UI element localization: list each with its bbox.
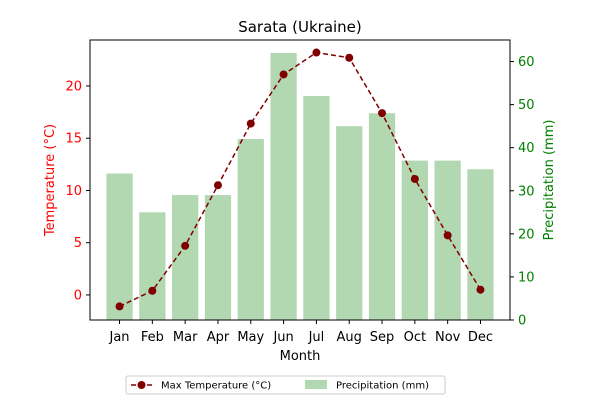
temperature-point-dec bbox=[476, 285, 485, 294]
precipitation-bar-oct bbox=[401, 160, 428, 320]
precipitation-bars bbox=[106, 52, 494, 321]
temperature-point-oct bbox=[410, 174, 419, 183]
left-tick-label: 15 bbox=[65, 132, 82, 147]
temperature-point-jun bbox=[279, 70, 288, 79]
precipitation-bar-may bbox=[237, 139, 264, 320]
plot-frame bbox=[89, 39, 511, 321]
precipitation-bar-dec bbox=[467, 169, 494, 320]
legend-label-temperature: Max Temperature (°C) bbox=[161, 381, 271, 392]
temperature-point-aug bbox=[345, 53, 354, 62]
right-tick-label: 10 bbox=[518, 270, 535, 285]
precipitation-bar-jul bbox=[303, 96, 330, 320]
x-tick-label: Aug bbox=[337, 330, 362, 345]
right-tick-label: 0 bbox=[518, 314, 526, 329]
x-tick-label: Feb bbox=[141, 330, 164, 345]
x-tick-label: Mar bbox=[173, 330, 198, 345]
temperature-point-may bbox=[246, 119, 255, 128]
x-tick-label: Sep bbox=[370, 330, 395, 345]
x-tick-label: Apr bbox=[207, 330, 230, 345]
temperature-line bbox=[119, 51, 482, 308]
legend: Max Temperature (°C) Precipitation (mm) bbox=[125, 375, 446, 395]
right-axis-ticks: 0 10 20 30 40 50 60 bbox=[510, 55, 535, 329]
x-tick-label: May bbox=[237, 330, 264, 345]
legend-line-marker bbox=[137, 381, 146, 389]
legend-box bbox=[125, 375, 446, 395]
left-axis-ticks: 0 5 10 15 20 bbox=[65, 79, 90, 303]
temperature-point-mar bbox=[181, 241, 190, 250]
precipitation-bar-feb bbox=[139, 212, 166, 320]
temperature-point-sep bbox=[378, 109, 387, 118]
left-axis-label: Temperature (°C) bbox=[43, 124, 58, 237]
right-tick-label: 50 bbox=[518, 98, 535, 113]
precipitation-bar-sep bbox=[368, 113, 396, 320]
chart-title: Sarata (Ukraine) bbox=[238, 18, 362, 36]
legend-label-precipitation: Precipitation (mm) bbox=[336, 381, 429, 392]
precipitation-bar-jun bbox=[270, 52, 297, 321]
right-axis-label: Precipitation (mm) bbox=[542, 120, 557, 241]
x-tick-label: Jul bbox=[308, 330, 325, 345]
precipitation-bar-nov bbox=[434, 160, 461, 320]
x-axis-label: Month bbox=[280, 349, 321, 364]
left-tick-label: 10 bbox=[65, 184, 82, 199]
x-tick-label: Nov bbox=[435, 330, 461, 345]
temperature-point-feb bbox=[148, 286, 157, 295]
right-tick-label: 60 bbox=[518, 55, 535, 70]
right-tick-label: 40 bbox=[518, 141, 535, 156]
precipitation-bar-mar bbox=[172, 195, 199, 320]
x-tick-label: Jun bbox=[272, 330, 293, 345]
temperature-line-layer bbox=[115, 48, 485, 311]
x-tick-label: Dec bbox=[468, 330, 493, 345]
x-tick-label: Jan bbox=[109, 330, 130, 345]
precipitation-bar-aug bbox=[336, 126, 363, 321]
left-tick-label: 0 bbox=[74, 288, 82, 303]
left-tick-label: 20 bbox=[65, 79, 82, 94]
left-tick-label: 5 bbox=[74, 236, 82, 251]
temperature-point-jan bbox=[115, 302, 124, 311]
temperature-point-nov bbox=[443, 231, 452, 240]
right-tick-label: 30 bbox=[518, 184, 535, 199]
temperature-point-apr bbox=[213, 181, 222, 190]
right-tick-label: 20 bbox=[518, 227, 535, 242]
legend-bar-swatch bbox=[305, 380, 327, 389]
x-tick-label: Oct bbox=[404, 330, 426, 345]
precipitation-bar-apr bbox=[204, 195, 232, 320]
x-axis-ticks: Jan Feb Mar Apr May Jun Jul Aug Sep Oct Nov Dec bbox=[109, 320, 493, 345]
precipitation-bar-jan bbox=[106, 173, 133, 320]
temperature-point-jul bbox=[312, 48, 321, 57]
